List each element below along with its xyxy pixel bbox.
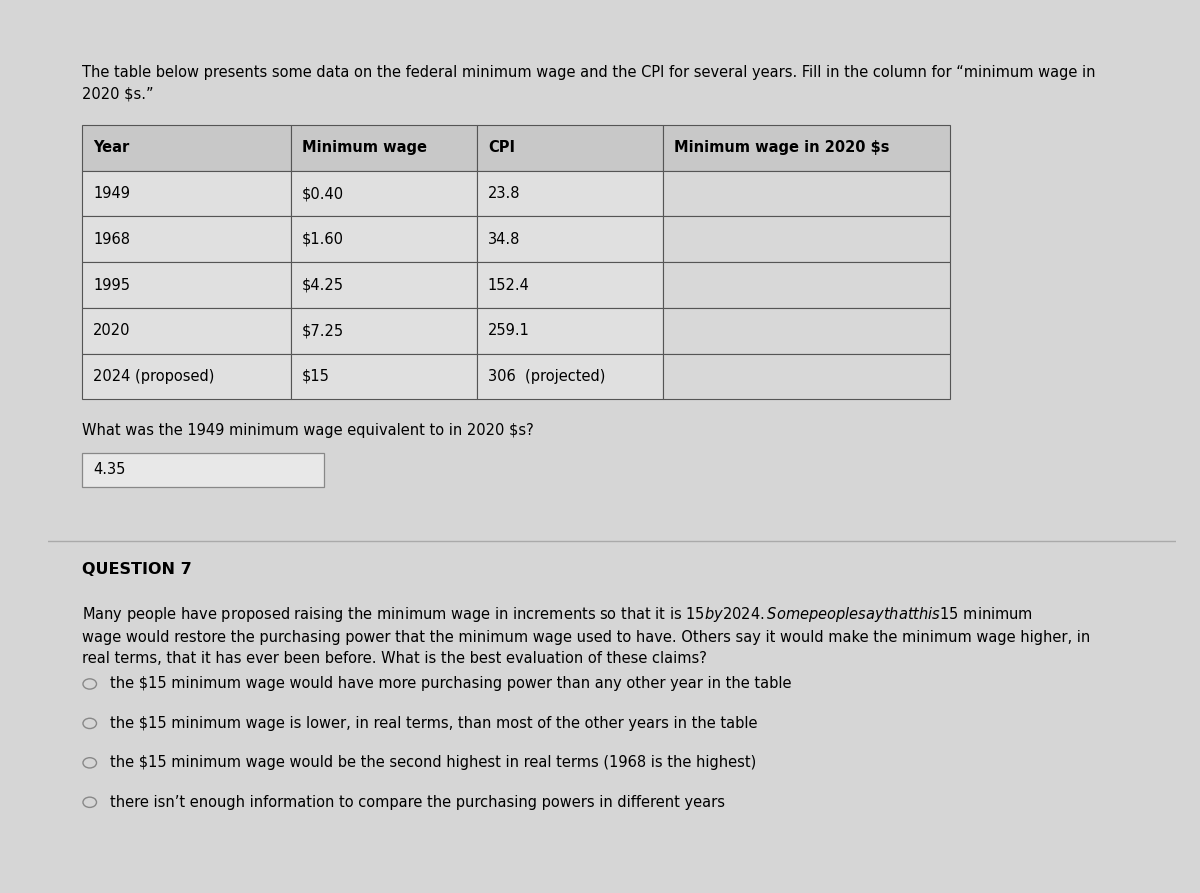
Text: $15: $15 bbox=[302, 369, 330, 384]
Text: Many people have proposed raising the minimum wage in increments so that it is $: Many people have proposed raising the mi… bbox=[82, 605, 1090, 666]
Bar bbox=[476, 171, 662, 216]
Text: $4.25: $4.25 bbox=[302, 278, 344, 293]
Bar bbox=[662, 125, 950, 171]
Text: 2024 (proposed): 2024 (proposed) bbox=[94, 369, 215, 384]
Bar bbox=[290, 263, 476, 308]
Text: 2020: 2020 bbox=[94, 323, 131, 338]
Text: Minimum wage: Minimum wage bbox=[302, 140, 427, 155]
Text: $7.25: $7.25 bbox=[302, 323, 344, 338]
Bar bbox=[290, 125, 476, 171]
Bar bbox=[290, 216, 476, 263]
Bar bbox=[476, 308, 662, 354]
Text: 1995: 1995 bbox=[94, 278, 130, 293]
Bar bbox=[82, 453, 324, 487]
Bar bbox=[662, 308, 950, 354]
Bar bbox=[662, 354, 950, 399]
Bar bbox=[290, 354, 476, 399]
Text: 34.8: 34.8 bbox=[488, 232, 521, 246]
Bar bbox=[82, 263, 290, 308]
Bar bbox=[290, 308, 476, 354]
Text: the $15 minimum wage would be the second highest in real terms (1968 is the high: the $15 minimum wage would be the second… bbox=[110, 755, 756, 771]
Text: The table below presents some data on the federal minimum wage and the CPI for s: The table below presents some data on th… bbox=[82, 65, 1096, 101]
Text: there isn’t enough information to compare the purchasing powers in different yea: there isn’t enough information to compar… bbox=[110, 795, 725, 810]
Bar bbox=[476, 354, 662, 399]
Text: Minimum wage in 2020 $s: Minimum wage in 2020 $s bbox=[674, 140, 889, 155]
Text: CPI: CPI bbox=[488, 140, 515, 155]
Text: 152.4: 152.4 bbox=[488, 278, 529, 293]
Bar bbox=[82, 125, 290, 171]
Text: the $15 minimum wage would have more purchasing power than any other year in the: the $15 minimum wage would have more pur… bbox=[110, 677, 792, 691]
Bar bbox=[82, 354, 290, 399]
Bar bbox=[82, 171, 290, 216]
Text: QUESTION 7: QUESTION 7 bbox=[82, 563, 192, 577]
Bar bbox=[82, 308, 290, 354]
Text: What was the 1949 minimum wage equivalent to in 2020 $s?: What was the 1949 minimum wage equivalen… bbox=[82, 423, 534, 438]
Text: $0.40: $0.40 bbox=[302, 186, 344, 201]
Bar bbox=[476, 263, 662, 308]
Bar bbox=[82, 216, 290, 263]
Bar bbox=[476, 125, 662, 171]
Text: 1949: 1949 bbox=[94, 186, 130, 201]
Bar bbox=[662, 263, 950, 308]
Text: 23.8: 23.8 bbox=[488, 186, 521, 201]
Text: 259.1: 259.1 bbox=[488, 323, 529, 338]
Text: 4.35: 4.35 bbox=[94, 463, 126, 477]
Bar bbox=[662, 171, 950, 216]
Text: 306  (projected): 306 (projected) bbox=[488, 369, 605, 384]
Text: the $15 minimum wage is lower, in real terms, than most of the other years in th: the $15 minimum wage is lower, in real t… bbox=[110, 716, 757, 730]
Text: $1.60: $1.60 bbox=[302, 232, 344, 246]
Text: 1968: 1968 bbox=[94, 232, 130, 246]
Bar bbox=[662, 216, 950, 263]
Bar bbox=[476, 216, 662, 263]
Bar bbox=[290, 171, 476, 216]
Text: Year: Year bbox=[94, 140, 130, 155]
